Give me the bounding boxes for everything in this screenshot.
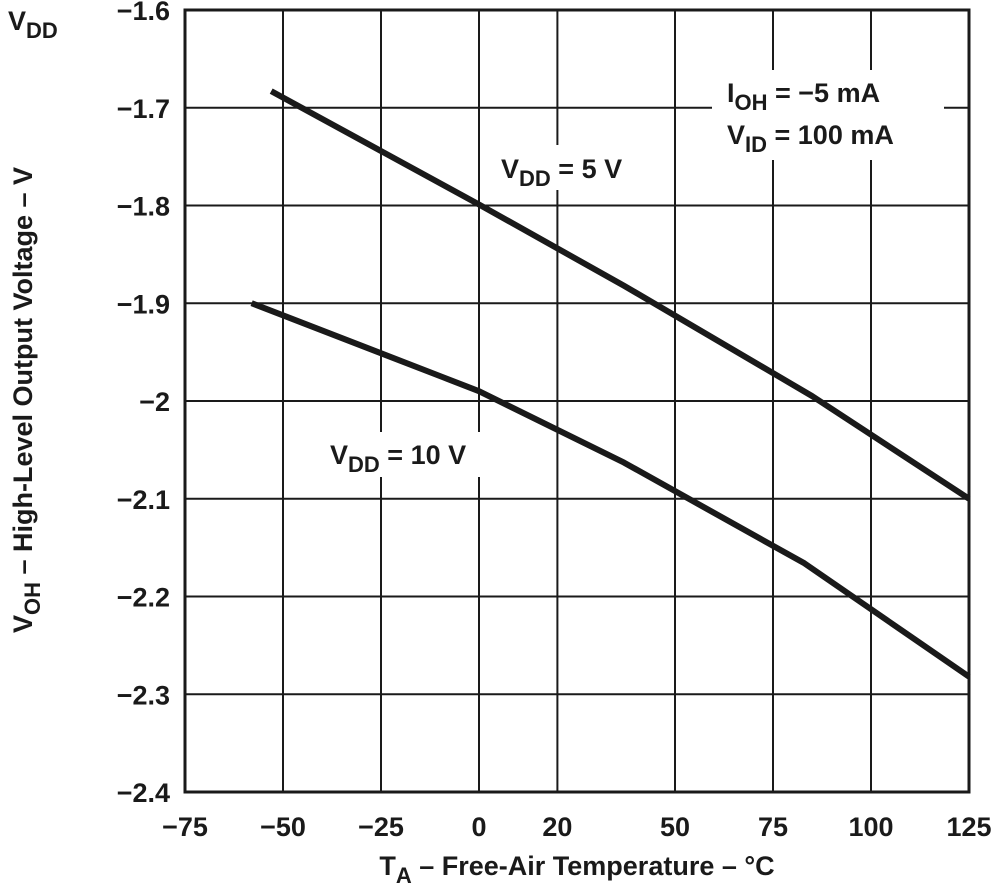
plot-frame [183, 8, 971, 794]
condition-vid: VID = 100 mA [727, 120, 894, 157]
x-axis-title: TA – Free-Air Temperature – °C [379, 851, 774, 888]
y-unit-label: VDD [8, 6, 58, 43]
x-tick-label: −75 [162, 812, 208, 842]
series-label-5v: VDD = 5 V [501, 154, 622, 191]
y-tick-labels: −1.6 −1.7 −1.8 −1.9 −2 −2.1 −2.2 −2.3 −2.4 [117, 0, 170, 808]
y-tick-label: −2.1 [117, 485, 170, 515]
x-tick-label: 20 [542, 812, 572, 842]
y-tick-label: −1.7 [117, 94, 170, 124]
series-line-vdd-10v [250, 300, 971, 680]
x-tick-label: −25 [358, 812, 404, 842]
x-tick-label: 125 [946, 812, 991, 842]
condition-ioh: IOH = −5 mA [727, 78, 880, 115]
y-tick-label: −1.8 [117, 192, 170, 222]
y-tick-label: −2.2 [117, 583, 170, 613]
x-tick-label: −50 [260, 812, 306, 842]
series-label-10v-background [325, 432, 515, 477]
x-tick-label: 75 [758, 812, 788, 842]
series-label-10v: VDD = 10 V [330, 440, 466, 477]
x-tick-label: 100 [848, 812, 893, 842]
y-axis-title: VOH – High-Level Output Voltage – V [8, 167, 45, 633]
conditions-background [712, 70, 944, 160]
series-layer [250, 88, 971, 680]
y-tick-label: −1.9 [117, 289, 170, 319]
x-tick-label: 50 [660, 812, 690, 842]
y-tick-label: −2 [139, 387, 170, 417]
x-tick-labels: −75 −50 −25 0 20 50 75 100 125 [162, 812, 991, 842]
y-tick-label: −2.4 [117, 778, 170, 808]
series-label-5v-background [495, 145, 667, 190]
y-tick-label: −2.3 [117, 680, 170, 710]
x-tick-label: 0 [471, 812, 486, 842]
series-line-vdd-5v [269, 88, 971, 502]
y-tick-label: −1.6 [117, 0, 170, 26]
